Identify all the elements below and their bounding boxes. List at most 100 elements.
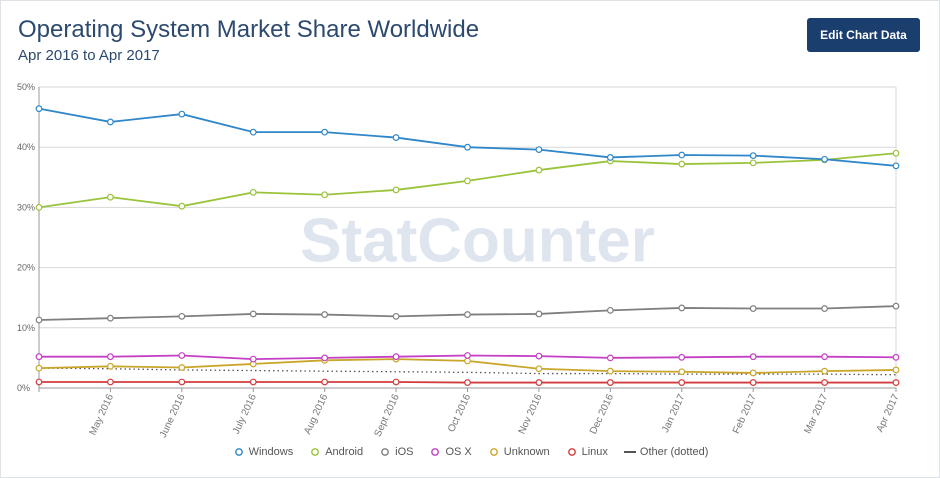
data-point[interactable] [464, 352, 471, 359]
data-point[interactable] [535, 146, 543, 154]
y-tick-label: 50% [17, 82, 35, 92]
data-point[interactable] [178, 378, 186, 386]
data-point[interactable] [606, 379, 614, 386]
legend-label: Linux [581, 446, 608, 458]
data-point[interactable] [535, 365, 543, 373]
data-point[interactable] [606, 306, 614, 314]
data-point[interactable] [535, 166, 543, 174]
data-point[interactable] [35, 316, 43, 324]
data-point[interactable] [107, 118, 114, 126]
watermark-logo: StatCounter [300, 207, 655, 276]
data-point[interactable] [892, 149, 900, 157]
data-point[interactable] [107, 353, 114, 361]
data-point[interactable] [678, 368, 686, 376]
data-point[interactable] [464, 357, 471, 365]
data-point[interactable] [107, 193, 114, 201]
legend-marker-icon [381, 448, 390, 456]
data-point[interactable] [392, 312, 400, 320]
legend-item[interactable]: Linux [565, 446, 608, 458]
data-point[interactable] [678, 160, 686, 168]
data-point[interactable] [892, 379, 900, 386]
data-point[interactable] [392, 134, 400, 141]
data-point[interactable] [678, 304, 686, 312]
data-point[interactable] [749, 159, 757, 167]
data-point[interactable] [321, 191, 329, 199]
data-point[interactable] [107, 314, 114, 322]
data-point[interactable] [749, 353, 757, 361]
data-point[interactable] [749, 152, 757, 160]
data-point[interactable] [892, 162, 900, 170]
data-point[interactable] [464, 143, 471, 151]
data-point[interactable] [678, 379, 686, 386]
data-point[interactable] [821, 379, 828, 386]
data-point[interactable] [892, 353, 900, 361]
data-point[interactable] [35, 203, 43, 211]
data-point[interactable] [107, 378, 114, 386]
edit-chart-data-button[interactable]: Edit Chart Data [807, 18, 920, 52]
data-point[interactable] [249, 355, 257, 363]
data-point[interactable] [535, 352, 543, 360]
legend-item[interactable]: Windows [232, 446, 294, 458]
legend-item[interactable]: iOS [378, 446, 413, 458]
legend-label: Windows [248, 446, 294, 458]
date-range-subtitle: Apr 2016 to Apr 2017 [18, 47, 160, 64]
data-point[interactable] [535, 379, 543, 386]
data-point[interactable] [678, 151, 686, 159]
data-point[interactable] [249, 378, 257, 386]
data-point[interactable] [321, 311, 329, 318]
data-point[interactable] [35, 364, 43, 372]
data-point[interactable] [821, 367, 828, 375]
y-tick-label: 10% [17, 323, 35, 333]
data-point[interactable] [35, 105, 43, 113]
data-point[interactable] [606, 154, 614, 161]
data-point[interactable] [178, 364, 186, 371]
series-lines [35, 105, 900, 386]
data-point[interactable] [535, 310, 543, 318]
data-point[interactable] [321, 128, 329, 136]
data-point[interactable] [178, 312, 186, 320]
data-point[interactable] [464, 177, 471, 185]
data-point[interactable] [178, 352, 186, 359]
data-point[interactable] [749, 305, 757, 312]
legend-item[interactable]: Unknown [487, 446, 550, 458]
y-tick-label: 40% [17, 142, 35, 152]
legend-item[interactable]: Other (dotted) [623, 446, 708, 458]
data-point[interactable] [678, 353, 686, 361]
legend-item[interactable]: Android [308, 446, 363, 458]
data-point[interactable] [464, 379, 471, 386]
x-tick-label: Sept 2016 [373, 392, 402, 438]
legend-item[interactable]: OS X [428, 446, 472, 458]
legend-label: Other (dotted) [639, 446, 709, 458]
data-point[interactable] [892, 366, 900, 374]
x-tick-label: Nov 2016 [517, 392, 545, 436]
data-point[interactable] [392, 378, 400, 386]
data-point[interactable] [749, 379, 757, 386]
data-point[interactable] [392, 353, 400, 361]
data-point[interactable] [821, 353, 828, 361]
x-tick-label: Oct 2016 [446, 392, 473, 434]
data-point[interactable] [321, 354, 329, 362]
data-point[interactable] [821, 305, 828, 312]
data-point[interactable] [892, 302, 900, 310]
data-point[interactable] [249, 128, 257, 136]
y-tick-label: 0% [17, 383, 30, 393]
data-point[interactable] [178, 202, 186, 210]
data-point[interactable] [606, 354, 614, 362]
data-point[interactable] [321, 378, 329, 386]
data-point[interactable] [178, 110, 186, 118]
data-point[interactable] [821, 155, 828, 163]
legend-marker-icon [567, 448, 576, 456]
data-point[interactable] [392, 186, 400, 194]
series-line [38, 367, 897, 376]
legend-label: iOS [395, 446, 414, 458]
data-point[interactable] [606, 367, 614, 375]
data-point[interactable] [464, 311, 471, 318]
data-point[interactable] [35, 378, 43, 386]
legend-label: Unknown [503, 446, 550, 458]
data-point[interactable] [249, 188, 257, 196]
data-point[interactable] [749, 369, 757, 377]
data-point[interactable] [249, 310, 257, 318]
data-point[interactable] [107, 362, 114, 370]
data-point[interactable] [35, 353, 43, 361]
